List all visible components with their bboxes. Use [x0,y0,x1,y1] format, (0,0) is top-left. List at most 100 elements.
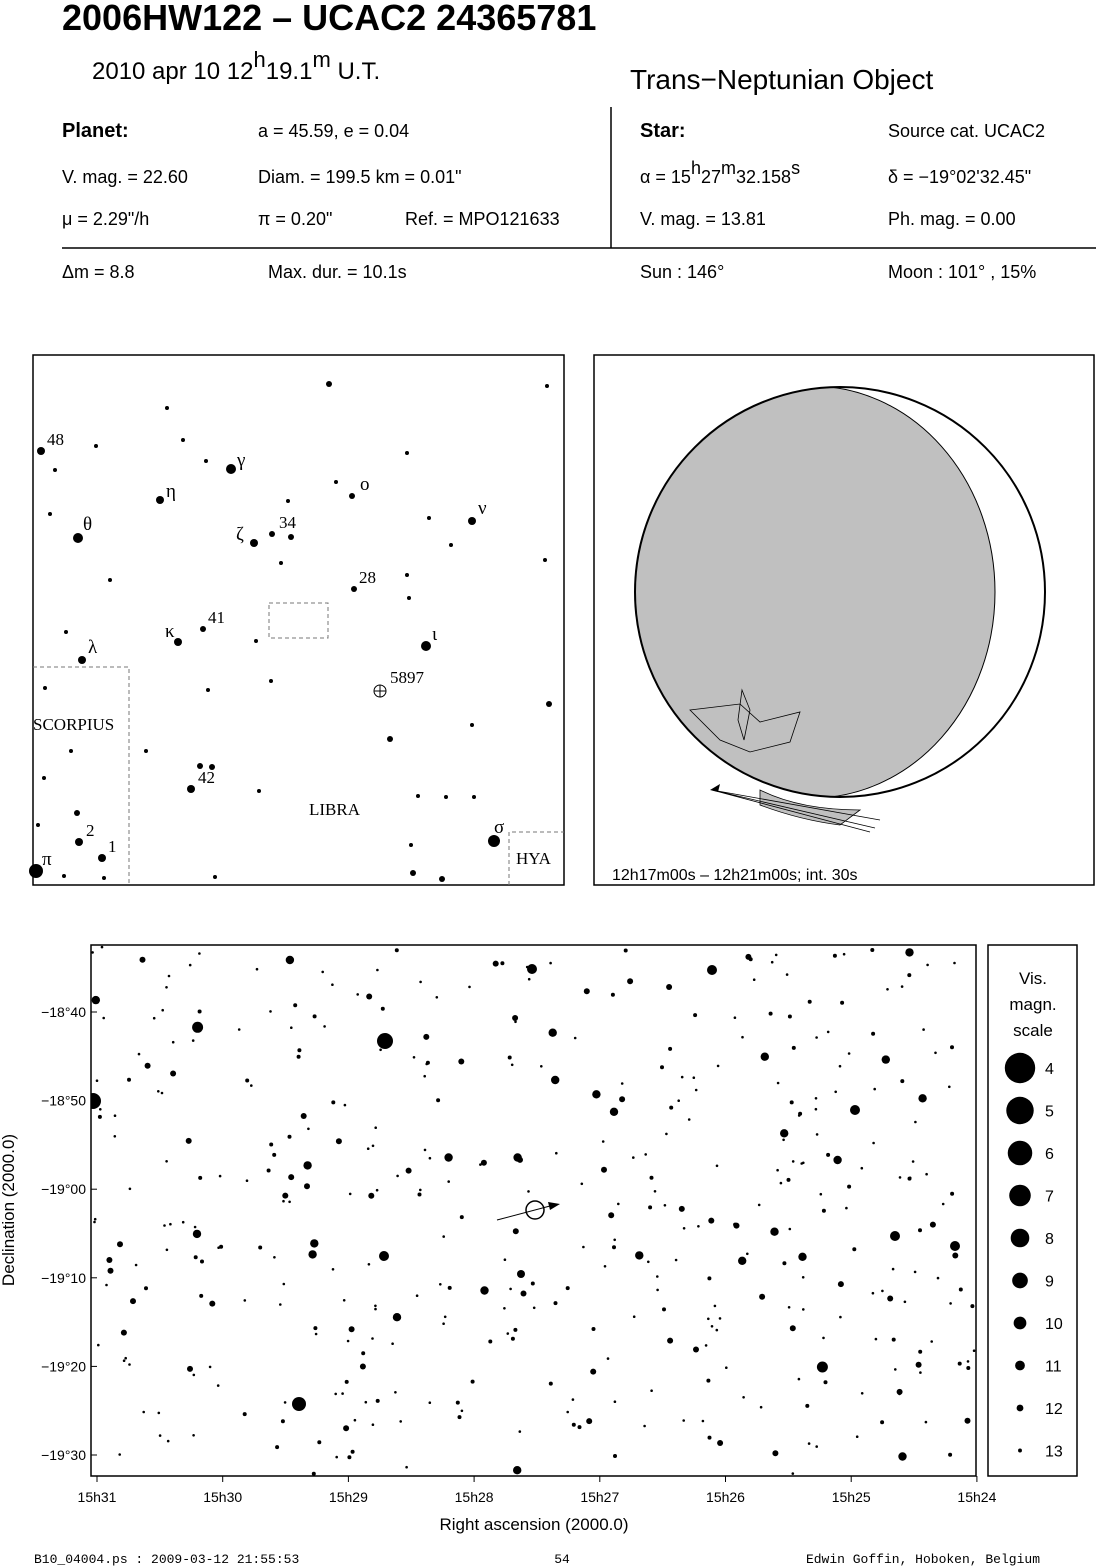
field-star [918,1349,923,1354]
field-star [348,1192,352,1196]
finder-star [421,641,431,651]
field-star [181,1220,185,1224]
field-star [807,1442,811,1445]
field-star [871,1291,875,1295]
bright-star [379,1251,389,1261]
night-side [635,387,996,797]
field-star [606,1357,610,1360]
date-part: U.T. [331,58,380,85]
field-star [439,1283,442,1286]
bright-star [517,1270,525,1278]
field-star [331,1100,336,1105]
field-star [106,1257,113,1263]
field-star [807,999,812,1004]
field-star [250,1084,253,1087]
finder-star [326,381,332,387]
finder-star [288,534,294,540]
date-part: 2010 apr 10 12 [92,58,253,85]
field-star [891,1267,895,1271]
field-star [941,1202,945,1206]
field-star [97,1343,100,1347]
finder-label: 48 [47,430,64,449]
field-star [653,1190,657,1193]
field-star [518,1430,522,1433]
field-star [953,961,956,965]
field-star [193,1255,198,1260]
finder-star [439,876,445,882]
star-chart: Declination (2000.0) Right ascension (20… [0,944,1078,1534]
field-star [165,986,168,989]
field-star [782,1138,785,1142]
field-star [392,1313,402,1322]
field-star [366,993,373,1000]
field-star [571,1422,576,1427]
field-star [343,1103,347,1107]
field-star [219,1244,224,1249]
field-star [797,1377,801,1381]
finder-star [42,776,46,780]
field-star [100,945,104,949]
field-star [266,1168,271,1173]
field-star [745,953,752,960]
diameter: Diam. = 199.5 km = 0.01" [258,167,462,187]
field-star [353,1418,357,1422]
field-star [760,1052,769,1061]
field-star [648,1205,653,1210]
finder-star [206,688,210,692]
footer-left: B10_04004.ps : 2009-03-12 21:55:53 [34,1552,299,1567]
bright-star [850,1105,860,1115]
field-star [343,1425,350,1432]
field-star [548,1028,557,1037]
field-star [871,1031,876,1036]
field-star [171,1040,175,1044]
finder-star [213,875,217,879]
finder-star [444,795,448,799]
finder-star [94,444,98,448]
field-star [586,1418,593,1425]
field-star [245,1179,249,1182]
field-star [282,1282,286,1286]
field-star [815,1445,818,1448]
field-star [394,1391,397,1394]
field-star [364,1400,368,1404]
field-box [268,602,329,639]
field-star [165,1248,169,1252]
field-star [929,1221,936,1228]
field-star [617,1202,620,1206]
field-star [350,1449,355,1454]
field-star [163,1224,166,1227]
field-star [958,1287,963,1292]
field-star [891,1337,896,1342]
field-star [192,1229,202,1239]
scale-dot [1013,1316,1027,1330]
field-star [356,993,360,996]
field-star [693,1346,699,1353]
field-star [791,1160,795,1163]
field-star [834,1090,837,1094]
field-star [91,951,94,954]
field-star [457,1415,462,1420]
field-star [922,1028,925,1031]
field-star [759,1293,766,1300]
field-star [509,1287,512,1291]
field-star [801,1276,805,1279]
field-star [708,1217,715,1224]
field-star [845,1206,848,1210]
field-star [375,1398,380,1403]
parallax: π = 0.20" [258,209,332,229]
x-tick-label: 15h28 [455,1489,494,1505]
finder-star [62,874,66,878]
field-star [966,1360,970,1363]
field-star [124,1356,127,1360]
bright-star [527,964,537,974]
field-star [644,1153,647,1156]
finder-star [69,749,73,753]
field-star [346,1339,350,1343]
scale-dot [1012,1272,1028,1289]
ra-part: 27 [701,167,721,187]
field-star [540,1065,543,1068]
field-star [903,1300,907,1304]
bright-star [950,1241,960,1251]
field-star [591,1327,596,1331]
